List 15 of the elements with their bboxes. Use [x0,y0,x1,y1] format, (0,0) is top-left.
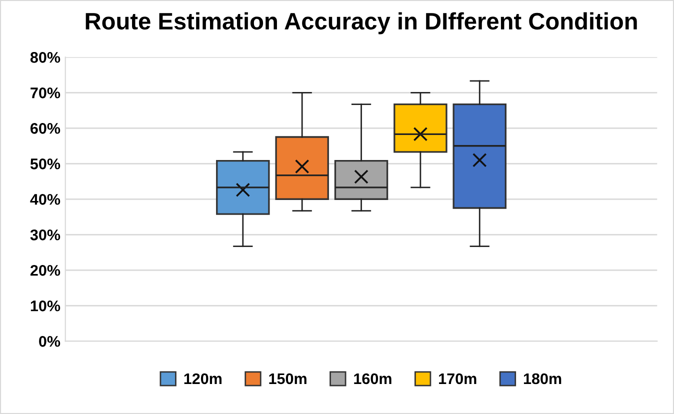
y-tick-label: 70% [30,88,60,98]
legend-label: 170m [439,373,476,384]
y-tick-label: 80% [30,52,60,63]
legend-label: 150m [269,373,306,384]
y-tick-label: 50% [30,158,60,170]
y-tick-label: 30% [30,230,60,240]
chart-title: Route Estimation Accuracy in DIfferent Condition [86,12,637,34]
legend-label: 120m [184,373,222,384]
y-tick-label: 40% [30,194,60,205]
y-tick-label: 0% [39,336,60,347]
y-tick-label: 60% [30,123,60,134]
legend-label: 160m [354,373,392,384]
legend-label: 180m [524,373,562,384]
y-tick-label: 10% [30,300,60,312]
y-tick-label: 20% [30,265,60,276]
